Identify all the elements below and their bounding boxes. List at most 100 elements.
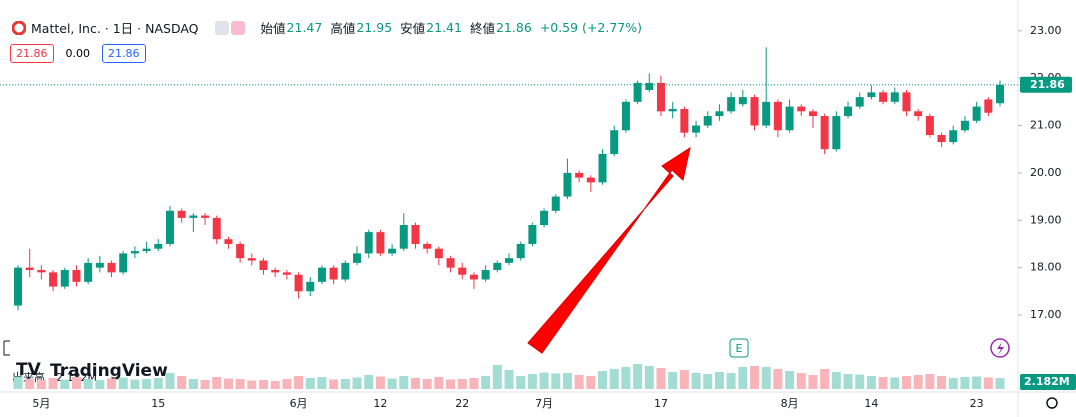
candle-body: [165, 210, 174, 244]
candle-body: [259, 260, 268, 270]
candle-body: [247, 258, 256, 261]
volume-bar: [831, 372, 841, 389]
settings-icon[interactable]: [1046, 397, 1058, 409]
candle-body: [820, 116, 829, 150]
candle-body: [282, 272, 291, 275]
volume-bar: [95, 380, 105, 389]
volume-bar: [107, 378, 117, 389]
candle-body: [119, 253, 128, 273]
close-value: 21.86: [495, 20, 532, 35]
x-tick-label: 5月: [32, 397, 50, 410]
x-tick-label: 14: [864, 397, 878, 410]
candle-body: [317, 267, 326, 282]
volume-bar: [644, 366, 654, 389]
volume-bar: [469, 378, 479, 389]
candle-body: [236, 243, 245, 259]
volume-bar: [937, 376, 947, 389]
volume-bar: [118, 377, 128, 389]
candle-body: [446, 258, 455, 268]
candle-body: [376, 232, 385, 254]
volume-bar: [177, 376, 187, 389]
volume-bar: [539, 372, 549, 389]
volume-bar: [352, 377, 362, 389]
volume-bar: [913, 375, 923, 389]
volume-bar: [504, 370, 514, 389]
candle-body: [621, 101, 630, 131]
bracket-icon: [3, 340, 10, 356]
volume-bar: [843, 374, 853, 389]
volume-bar: [212, 377, 222, 389]
candle-body: [960, 120, 969, 131]
candle-body: [738, 97, 747, 105]
candle-body: [399, 225, 408, 249]
volume-bar: [446, 379, 456, 389]
legend-header: Mattel, Inc. · 1日 · NASDAQ 始値 21.47 高値 21.…: [12, 18, 650, 37]
volume-bar: [551, 373, 561, 389]
candle-body: [785, 106, 794, 131]
watermark: TradingView: [50, 361, 168, 381]
candle-body: [37, 270, 46, 273]
volume-bar: [13, 376, 23, 389]
volume-bar: [703, 374, 713, 389]
candle-body: [49, 272, 58, 287]
last-price-label: 21.86: [1030, 78, 1065, 91]
candle-body: [130, 251, 139, 254]
candle-body: [224, 239, 233, 244]
volume-bar: [598, 371, 608, 389]
volume-bar: [270, 381, 280, 389]
trade-row: 21.86 0.00 21.86: [10, 44, 146, 63]
candle-body: [645, 82, 654, 90]
candle-body: [84, 262, 93, 282]
volume-bar: [668, 372, 678, 389]
x-tick-label: 8月: [781, 397, 799, 410]
candle-body: [306, 281, 315, 292]
ask-box[interactable]: 21.86: [102, 44, 146, 63]
bid-box[interactable]: 21.86: [10, 44, 54, 63]
volume-bar: [516, 376, 526, 389]
y-tick-label: 21.00: [1030, 119, 1062, 132]
last-price-tag: [1020, 76, 1072, 93]
volume-bar: [282, 379, 292, 389]
candle-body: [727, 97, 736, 112]
candle-body: [855, 97, 864, 107]
candle-body: [72, 270, 81, 282]
candle-body: [364, 232, 373, 254]
volume-bar: [165, 373, 175, 389]
volume-bar: [200, 380, 210, 389]
y-tick-label: 18.00: [1030, 261, 1062, 274]
symbol-title: Mattel, Inc. · 1日 · NASDAQ: [31, 21, 199, 36]
x-tick-label: 22: [455, 397, 469, 410]
open-label: 始値: [260, 21, 286, 36]
volume-bar: [656, 368, 666, 389]
volume-bar: [153, 378, 163, 389]
volume-bar: [25, 379, 35, 389]
candle-body: [107, 262, 116, 273]
candle-body: [937, 135, 946, 143]
volume-bar: [235, 379, 245, 389]
volume-bar: [820, 369, 830, 389]
x-tick-label: 15: [151, 397, 165, 410]
volume-bar: [527, 374, 537, 389]
candle-body: [703, 116, 712, 126]
candle-body: [95, 262, 104, 268]
candle-body: [341, 262, 350, 280]
pill-icon[interactable]: [230, 20, 245, 35]
candle-body: [212, 217, 221, 240]
lightning-icon: [997, 342, 1004, 355]
candle-body: [154, 243, 163, 249]
candle-body: [516, 243, 525, 259]
pill-icon[interactable]: [214, 20, 229, 35]
candle-body: [575, 172, 584, 178]
candle-body: [610, 130, 619, 154]
volume-bar: [130, 379, 140, 389]
volume-bar: [726, 373, 736, 389]
volume-bar: [574, 375, 584, 389]
candle-body: [668, 108, 677, 112]
volume-bar: [422, 379, 432, 389]
volume-bar: [679, 370, 689, 389]
candle-body: [423, 243, 432, 249]
candle-body: [844, 106, 853, 117]
candle-body: [996, 84, 1004, 104]
